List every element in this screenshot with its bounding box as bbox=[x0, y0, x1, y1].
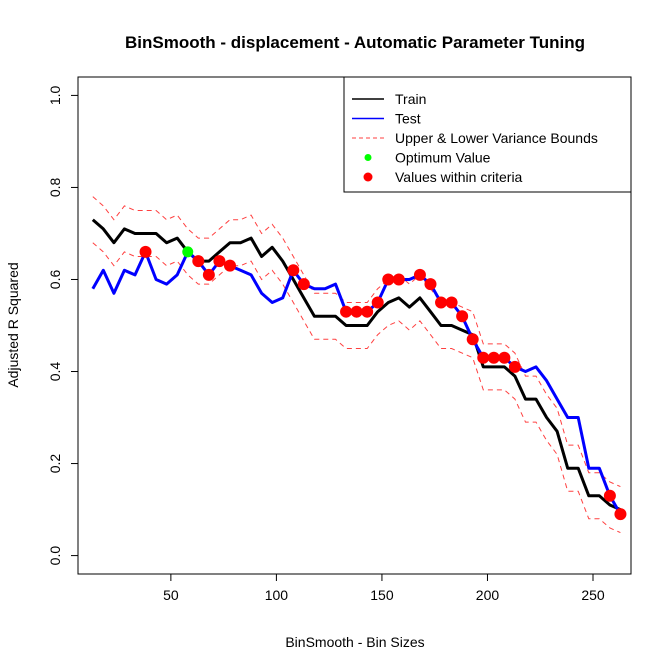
criteria-point bbox=[413, 268, 426, 281]
criteria-point bbox=[340, 305, 353, 318]
y-tick-label: 0.8 bbox=[47, 178, 63, 198]
y-axis-label: Adjusted R Squared bbox=[5, 262, 21, 387]
upper-variance-bound-line bbox=[92, 196, 621, 488]
criteria-point bbox=[435, 296, 448, 309]
x-tick-label: 100 bbox=[265, 587, 289, 603]
criteria-point bbox=[361, 305, 374, 318]
train-series-line bbox=[91, 218, 622, 511]
criteria-point bbox=[202, 268, 215, 281]
criteria-point bbox=[445, 296, 458, 309]
criteria-point bbox=[614, 508, 627, 521]
legend-label: Train bbox=[395, 91, 426, 107]
y-tick-label: 1.0 bbox=[47, 85, 63, 105]
criteria-point bbox=[477, 351, 490, 364]
y-tick-label: 0.0 bbox=[47, 546, 63, 566]
criteria-point bbox=[392, 273, 405, 286]
points-layer bbox=[139, 245, 627, 521]
criteria-point bbox=[603, 489, 616, 502]
y-tick-label: 0.6 bbox=[47, 270, 63, 290]
legend: Train Test Upper & Lower Variance Bounds Op… bbox=[343, 76, 632, 193]
criteria-point bbox=[287, 264, 300, 277]
legend-label: Test bbox=[395, 111, 421, 127]
criteria-point bbox=[139, 245, 152, 258]
legend-swatch-criteria bbox=[363, 172, 373, 182]
criteria-point bbox=[382, 273, 395, 286]
chart-title: BinSmooth - displacement - Automatic Par… bbox=[125, 33, 585, 52]
y-tick-label: 0.2 bbox=[47, 454, 63, 474]
criteria-point bbox=[297, 278, 310, 291]
criteria-point bbox=[371, 296, 384, 309]
criteria-point bbox=[498, 351, 511, 364]
legend-label: Upper & Lower Variance Bounds bbox=[395, 130, 598, 146]
criteria-point bbox=[466, 333, 479, 346]
criteria-point bbox=[424, 278, 437, 291]
x-tick-label: 200 bbox=[476, 587, 500, 603]
x-axis: 50 100 150 200 250 bbox=[163, 574, 605, 603]
y-tick-label: 0.4 bbox=[47, 362, 63, 382]
criteria-point bbox=[508, 360, 521, 373]
x-axis-label: BinSmooth - Bin Sizes bbox=[285, 634, 424, 650]
criteria-point bbox=[456, 310, 469, 323]
x-tick-label: 50 bbox=[163, 587, 179, 603]
criteria-point bbox=[223, 259, 236, 272]
criteria-point bbox=[487, 351, 500, 364]
y-axis: 0.0 0.2 0.4 0.6 0.8 1.0 bbox=[47, 85, 78, 565]
legend-swatch-optimum bbox=[364, 154, 372, 161]
optimum-point bbox=[182, 246, 194, 258]
x-tick-label: 250 bbox=[581, 587, 605, 603]
criteria-point bbox=[350, 305, 363, 318]
criteria-point bbox=[213, 255, 226, 268]
x-tick-label: 150 bbox=[370, 587, 394, 603]
legend-label: Optimum Value bbox=[395, 150, 491, 166]
legend-label: Values within criteria bbox=[395, 169, 523, 185]
legend-box bbox=[343, 76, 632, 193]
criteria-point bbox=[192, 255, 205, 268]
